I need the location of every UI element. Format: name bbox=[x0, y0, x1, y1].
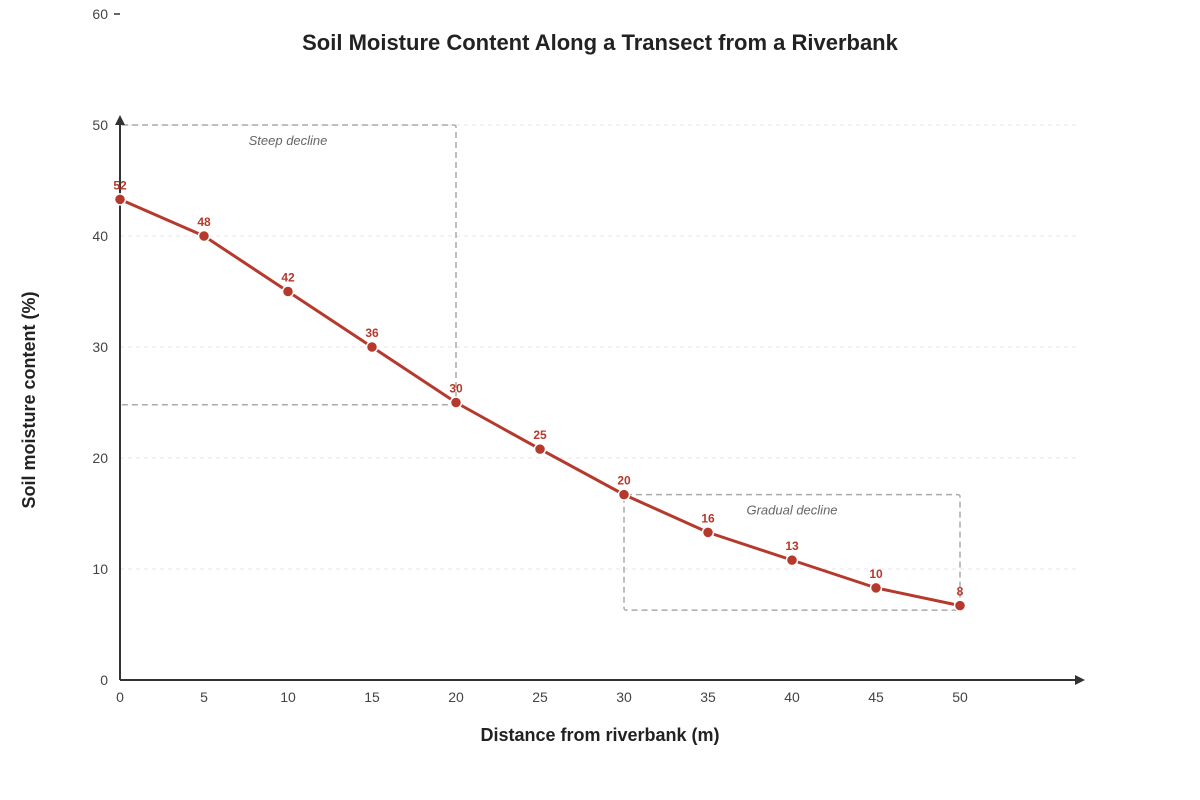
data-label: 36 bbox=[365, 326, 379, 340]
data-label: 30 bbox=[449, 382, 463, 396]
annotation-label: Gradual decline bbox=[746, 503, 837, 518]
axes: 0 10 20 30 40 50 60 0 5 10 15 20 25 30 35 40 45 50 bbox=[92, 6, 1085, 705]
y-tick-label: 30 bbox=[92, 339, 108, 355]
x-axis-arrow bbox=[1075, 675, 1085, 685]
data-label: 42 bbox=[281, 271, 295, 285]
grid-lines bbox=[120, 124, 1078, 570]
x-tick-label: 20 bbox=[448, 689, 464, 705]
data-point bbox=[197, 229, 211, 243]
data-label: 48 bbox=[197, 215, 211, 229]
data-label: 13 bbox=[785, 539, 799, 553]
y-axis-arrow bbox=[115, 115, 125, 125]
data-point bbox=[617, 488, 631, 501]
data-point bbox=[533, 442, 547, 456]
annotations: Steep decline Gradual decline bbox=[119, 124, 961, 611]
data-point bbox=[785, 553, 799, 567]
y-tick-label: 10 bbox=[92, 561, 108, 577]
x-tick-label: 15 bbox=[364, 689, 380, 705]
annotation-box bbox=[119, 124, 457, 406]
data-label: 25 bbox=[533, 428, 547, 442]
x-tick-label: 40 bbox=[784, 689, 800, 705]
data-label: 10 bbox=[869, 567, 883, 581]
data-point bbox=[869, 581, 883, 595]
x-tick-label: 35 bbox=[700, 689, 716, 705]
annotation-label: Steep decline bbox=[249, 133, 328, 148]
y-tick-label: 0 bbox=[100, 672, 108, 688]
x-tick-label: 25 bbox=[532, 689, 548, 705]
data-point bbox=[281, 285, 295, 298]
data-label: 52 bbox=[113, 178, 127, 192]
series-line bbox=[119, 197, 961, 608]
data-label: 20 bbox=[617, 474, 631, 488]
x-tick-label: 0 bbox=[116, 689, 124, 705]
series: 52 48 42 36 30 25 20 16 13 10 8 bbox=[113, 178, 967, 612]
data-label: 16 bbox=[701, 511, 715, 525]
data-point bbox=[449, 396, 463, 409]
x-tick-label: 45 bbox=[868, 689, 884, 705]
x-axis-title: Distance from riverbank (m) bbox=[480, 725, 719, 745]
annotation-box bbox=[623, 493, 961, 611]
y-tick-label: 20 bbox=[92, 450, 108, 466]
x-tick-label: 10 bbox=[280, 689, 296, 705]
y-tick-label: 50 bbox=[92, 117, 108, 133]
chart-title: Soil Moisture Content Along a Transect f… bbox=[302, 30, 898, 55]
data-label: 8 bbox=[957, 585, 964, 599]
x-tick-label: 50 bbox=[952, 689, 968, 705]
x-tick-label: 30 bbox=[616, 689, 632, 705]
data-point bbox=[365, 340, 379, 354]
y-axis-title: Soil moisture content (%) bbox=[19, 291, 39, 508]
data-point bbox=[953, 599, 967, 612]
data-point bbox=[113, 193, 127, 206]
y-tick-label: 60 bbox=[92, 6, 108, 22]
x-tick-label: 5 bbox=[200, 689, 208, 705]
data-point bbox=[701, 526, 715, 539]
y-tick-label: 40 bbox=[92, 228, 108, 244]
